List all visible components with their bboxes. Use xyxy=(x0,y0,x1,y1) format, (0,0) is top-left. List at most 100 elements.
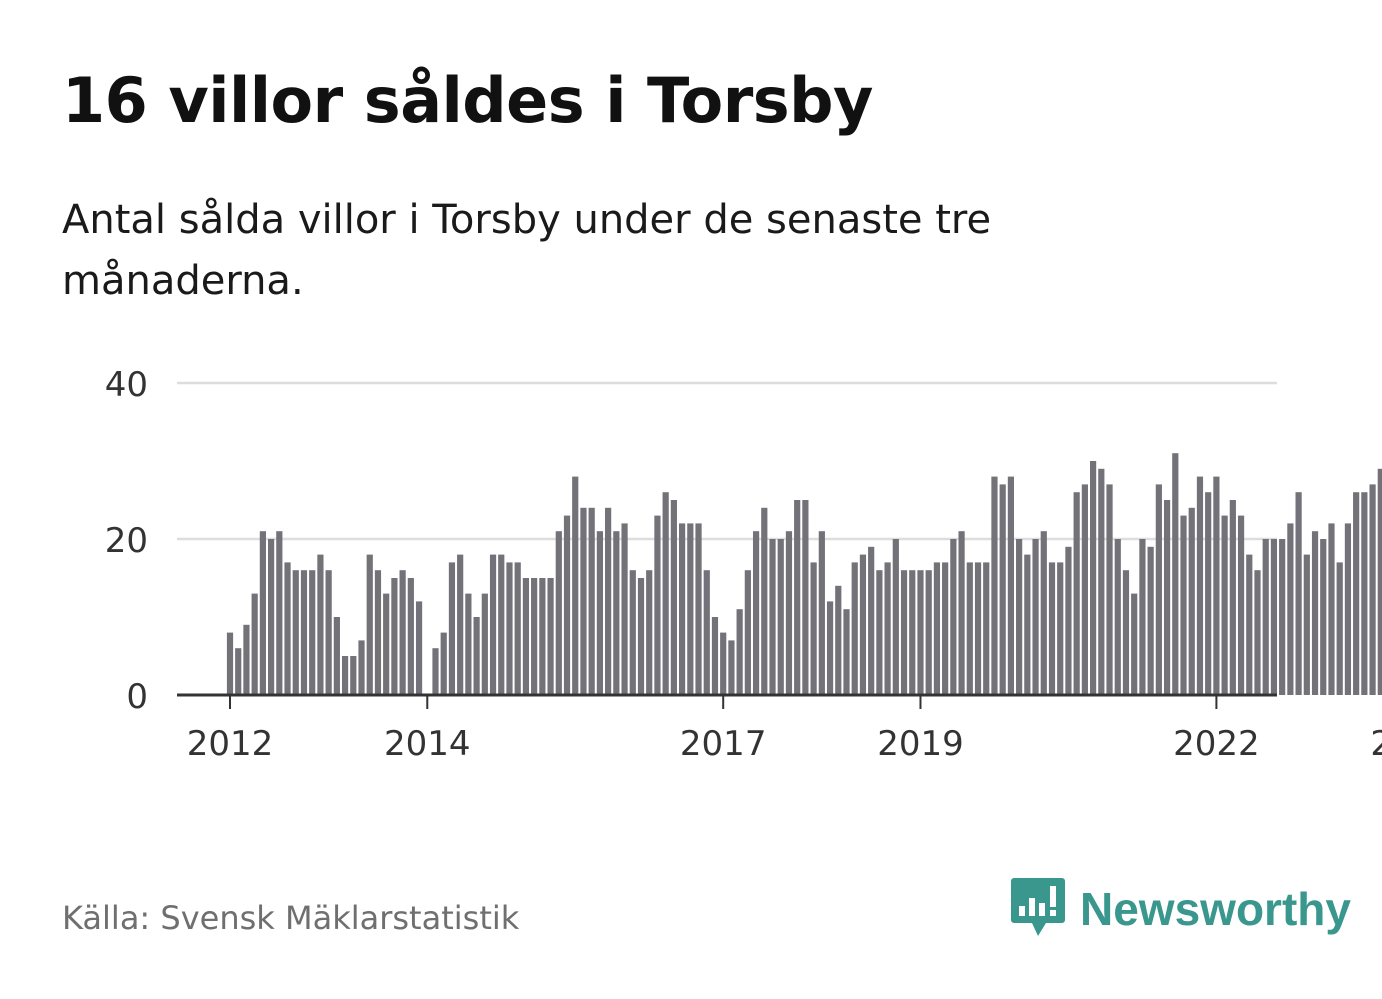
bar xyxy=(933,562,941,695)
bar xyxy=(1057,562,1064,695)
bar xyxy=(1073,492,1080,695)
bar xyxy=(777,539,784,695)
bar xyxy=(1328,523,1335,695)
x-tick-label: 2014 xyxy=(384,724,471,764)
bar xyxy=(1369,484,1376,695)
axis-labels: 0204020122014201720192022202416 xyxy=(105,365,1382,764)
bar xyxy=(473,617,480,695)
bar xyxy=(802,500,809,695)
bar xyxy=(1246,554,1253,695)
bar xyxy=(835,585,842,695)
bar xyxy=(1016,539,1023,695)
bar xyxy=(810,562,817,695)
bar xyxy=(563,515,571,695)
bar xyxy=(884,562,891,695)
bar xyxy=(366,554,373,695)
bar xyxy=(1106,484,1113,695)
bar xyxy=(621,523,628,695)
y-tick-label: 0 xyxy=(126,677,148,717)
bar xyxy=(514,562,521,695)
bar xyxy=(481,593,488,695)
bar xyxy=(687,523,694,695)
bar xyxy=(292,570,299,695)
bar-chart-speech-bubble-icon xyxy=(1010,876,1066,942)
bar xyxy=(309,570,316,695)
bar xyxy=(235,648,242,695)
bar xyxy=(1065,546,1072,695)
bar xyxy=(646,570,653,695)
bar xyxy=(300,570,308,695)
bar xyxy=(333,617,340,695)
bar xyxy=(1081,484,1088,695)
bar xyxy=(950,539,957,695)
bar xyxy=(440,632,447,695)
bar xyxy=(1205,492,1212,695)
bar xyxy=(268,539,275,695)
bar xyxy=(374,570,382,695)
bar xyxy=(251,593,258,695)
bar xyxy=(1270,539,1278,695)
bar xyxy=(1344,523,1352,695)
bar xyxy=(539,578,546,695)
bar xyxy=(851,562,858,695)
bar xyxy=(325,570,332,695)
bar xyxy=(522,578,530,695)
bar xyxy=(654,515,661,695)
bar xyxy=(1188,507,1195,695)
bar xyxy=(695,523,702,695)
bar xyxy=(1254,570,1261,695)
bar xyxy=(1131,593,1138,695)
bar xyxy=(769,539,776,695)
bar xyxy=(1155,484,1162,695)
y-tick-label: 20 xyxy=(105,521,148,561)
bar xyxy=(761,507,768,695)
bar xyxy=(358,640,365,695)
bar xyxy=(276,531,283,695)
bar xyxy=(909,570,916,695)
bar xyxy=(448,562,456,695)
bar xyxy=(1353,492,1360,695)
bar-chart: 0204020122014201720192022202416 xyxy=(105,365,1382,764)
bar xyxy=(457,554,464,695)
x-axis xyxy=(177,693,1277,709)
bar xyxy=(859,554,867,695)
bar xyxy=(341,656,349,695)
bar xyxy=(284,562,291,695)
bar xyxy=(1180,515,1187,695)
bar xyxy=(843,609,850,695)
bar xyxy=(1213,476,1220,695)
bar xyxy=(588,507,595,695)
bar xyxy=(1032,539,1039,695)
bar xyxy=(1336,562,1343,695)
bar xyxy=(1048,562,1056,695)
bar xyxy=(259,531,266,695)
chart-subtitle: Antal sålda villor i Torsby under de sen… xyxy=(62,197,992,304)
brand-logo: Newsworthy xyxy=(1010,876,1351,942)
source-note: Källa: Svensk Mäklarstatistik xyxy=(62,899,520,937)
bar xyxy=(596,531,603,695)
bar xyxy=(1237,515,1245,695)
bar xyxy=(868,546,875,695)
bar xyxy=(711,617,719,695)
bar xyxy=(1229,500,1236,695)
bar xyxy=(1320,539,1327,695)
bar xyxy=(1114,539,1121,695)
bar xyxy=(498,554,505,695)
x-tick-label: 2017 xyxy=(680,724,767,764)
bar xyxy=(629,570,636,695)
bar xyxy=(1311,531,1319,695)
bar xyxy=(670,500,677,695)
bar xyxy=(1122,570,1130,695)
bar xyxy=(1262,539,1269,695)
bar xyxy=(1098,468,1105,695)
bar xyxy=(580,507,587,695)
bar xyxy=(917,570,924,695)
bar xyxy=(736,609,743,695)
chart-title: 16 villor såldes i Torsby xyxy=(62,64,873,137)
bar xyxy=(999,484,1006,695)
bar xyxy=(728,640,735,695)
x-tick-label: 2019 xyxy=(877,724,964,764)
y-tick-label: 40 xyxy=(105,365,148,405)
bar xyxy=(942,562,949,695)
brand-name: Newsworthy xyxy=(1080,883,1351,935)
